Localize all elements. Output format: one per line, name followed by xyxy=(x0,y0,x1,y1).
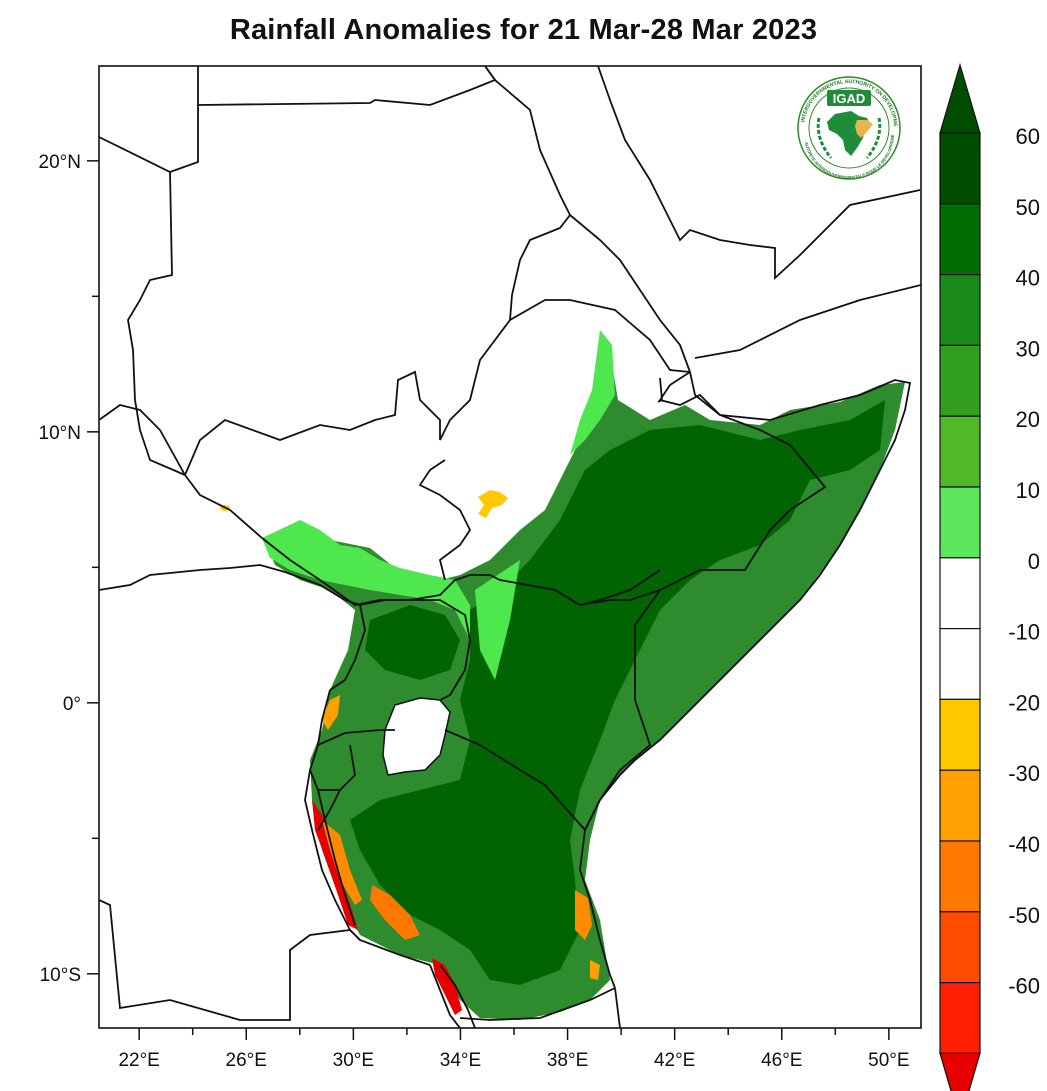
map-title: Rainfall Anomalies for 21 Mar-28 Mar 202… xyxy=(229,14,818,46)
colorbar-label: -20 xyxy=(1008,690,1040,715)
x-tick-label: 50°E xyxy=(868,1050,909,1071)
x-tick-label: 34°E xyxy=(440,1050,481,1071)
x-tick-label: 42°E xyxy=(654,1050,695,1071)
colorbar-label: -60 xyxy=(1008,974,1040,999)
x-tick-label: 22°E xyxy=(118,1050,159,1071)
anomaly-patch-orange-tanganyika xyxy=(322,820,362,905)
colorbar-segment xyxy=(939,132,981,205)
country-boundaries xyxy=(99,66,921,1028)
x-tick-label: 26°E xyxy=(226,1050,267,1071)
colorbar-segment xyxy=(939,274,981,347)
colorbar-label: 50 xyxy=(1016,195,1040,220)
y-axis: 20°N 10°N 0° 10°S xyxy=(39,152,99,986)
anomaly-patch-orange-drc xyxy=(322,695,340,730)
x-axis: 22°E 26°E 30°E 34°E 38°E 42°E 46°E 50°E xyxy=(118,1028,910,1071)
anomaly-fringe-light-green-3 xyxy=(475,560,520,680)
colorbar-segment xyxy=(939,840,981,913)
igad-logo-text: IGAD xyxy=(833,91,866,106)
y-tick-label: 10°S xyxy=(40,965,81,986)
laurel-left-icon xyxy=(816,117,833,159)
y-tick-label: 20°N xyxy=(39,152,81,173)
x-tick-label: 30°E xyxy=(333,1050,374,1071)
anomaly-patch-red-malawi xyxy=(432,958,462,1015)
colorbar-label: -30 xyxy=(1008,761,1040,786)
colorbar-segment xyxy=(939,769,981,842)
igad-logo: INTERGOVERNMENTAL AUTHORITY ON DEVELOPME… xyxy=(797,76,901,180)
colorbar-label: 10 xyxy=(1016,478,1040,503)
colorbar-label: 40 xyxy=(1016,266,1040,291)
colorbar-segment xyxy=(939,557,981,630)
anomaly-patch-orange-coast-2 xyxy=(590,960,600,980)
colorbar-label: 20 xyxy=(1016,407,1040,432)
anomaly-fringe-light-green-2 xyxy=(262,520,470,640)
colorbar-top-triangle xyxy=(939,62,981,134)
colorbar-label: 0 xyxy=(1028,549,1040,574)
colorbar-label: -10 xyxy=(1008,620,1040,645)
colorbar-segment xyxy=(939,203,981,276)
colorbar-label: -50 xyxy=(1008,903,1040,928)
colorbar-label: 30 xyxy=(1016,336,1040,361)
y-tick-label: 10°N xyxy=(39,423,81,444)
colorbar-label: -40 xyxy=(1008,832,1040,857)
anomaly-patch-orange-coast xyxy=(575,890,592,940)
y-tick-label: 0° xyxy=(63,694,81,715)
anomaly-region-dark-green-west xyxy=(365,605,460,680)
anomaly-fringe-light-green xyxy=(570,330,615,455)
colorbar-label: 60 xyxy=(1016,124,1040,149)
laurel-right-icon xyxy=(865,117,882,159)
colorbar: 60 50 40 30 20 10 0 -10 -20 -30 -40 -50 -60 xyxy=(939,62,1040,1091)
colorbar-segment xyxy=(939,698,981,771)
anomaly-patch-orange-rukwa xyxy=(370,885,420,940)
colorbar-segment xyxy=(939,486,981,559)
x-tick-label: 46°E xyxy=(761,1050,802,1071)
plot-frame xyxy=(98,65,922,1029)
horn-of-africa-icon xyxy=(855,120,873,138)
colorbar-segment xyxy=(939,415,981,488)
colorbar-segment xyxy=(939,344,981,417)
coastlines xyxy=(579,371,912,989)
anomaly-region-dark-green xyxy=(350,400,885,985)
colorbar-segment xyxy=(939,627,981,700)
x-tick-label: 38°E xyxy=(547,1050,588,1071)
igad-logo-banner xyxy=(827,90,871,106)
lake-victoria xyxy=(382,697,451,776)
colorbar-segment xyxy=(939,981,981,1054)
anomaly-patch-yellow-south-sudan xyxy=(478,490,508,518)
colorbar-bottom-triangle xyxy=(939,1052,981,1091)
colorbar-segment xyxy=(939,911,981,984)
